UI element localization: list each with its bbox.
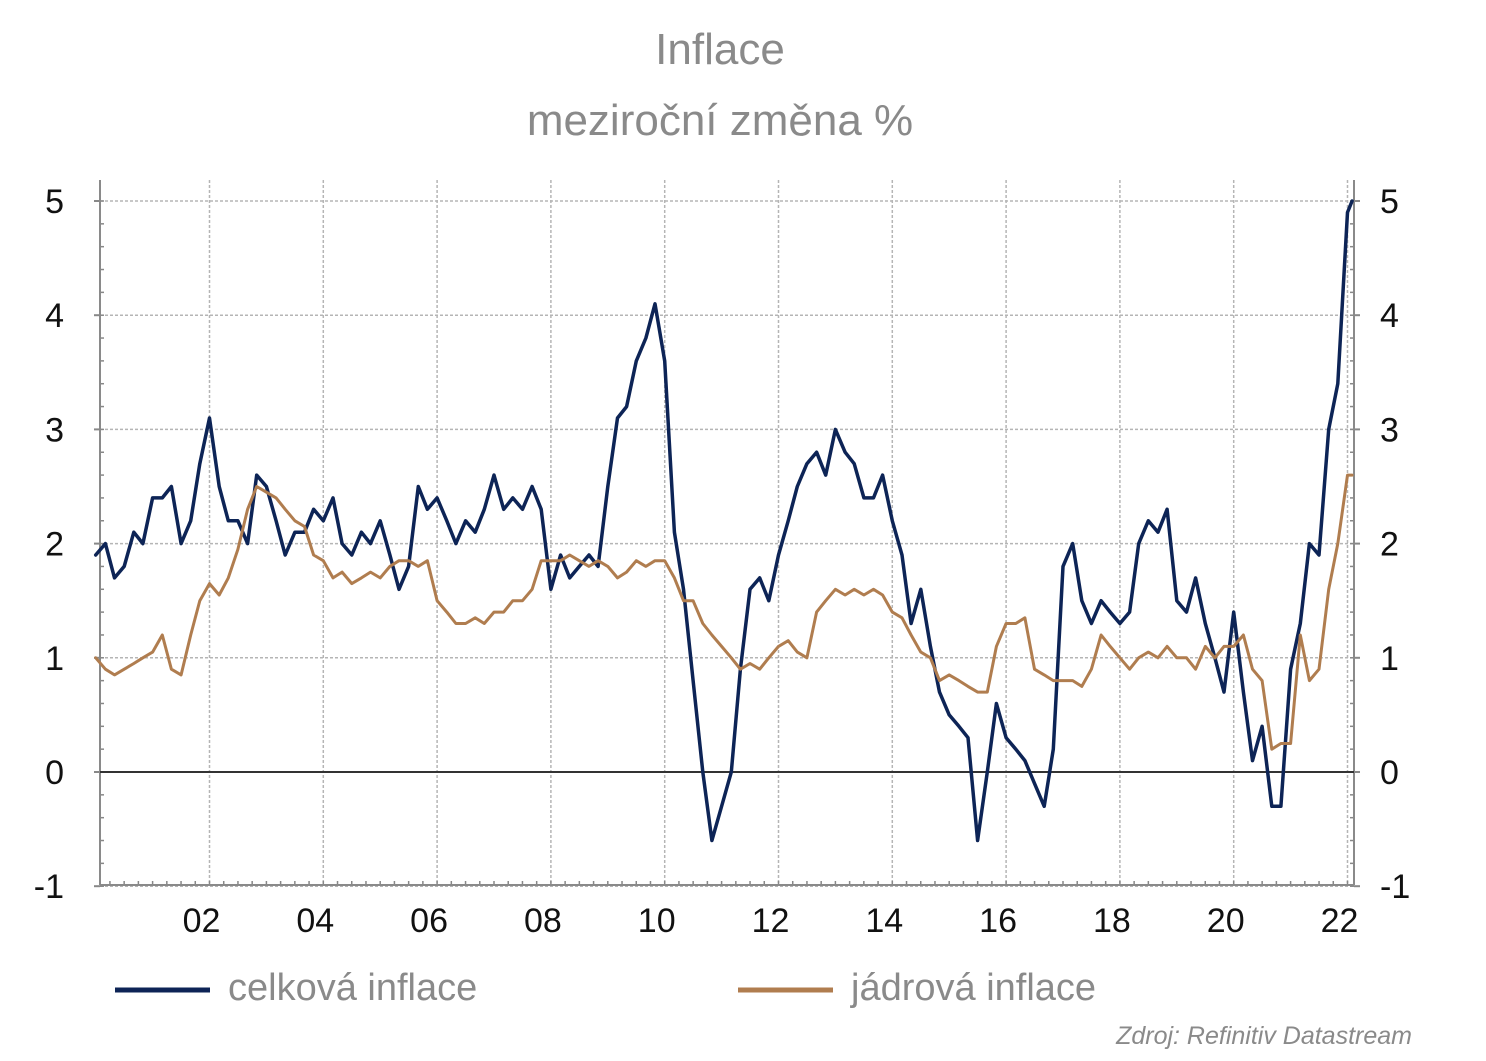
legend-label-jadrova: jádrová inflace	[850, 967, 1096, 1009]
y-tick-label-left: 0	[45, 754, 64, 792]
y-tick-label-right: -1	[1380, 868, 1410, 906]
chart-subtitle: meziroční změna %	[527, 96, 913, 145]
series-line-celkova	[93, 199, 1354, 843]
y-tick-label-left: 1	[45, 640, 64, 678]
y-tick-label-right: 1	[1380, 640, 1399, 678]
chart-title: Inflace	[655, 25, 785, 74]
legend-label-celkova: celková inflace	[228, 967, 477, 1009]
gridlines	[100, 180, 1354, 887]
x-tick-label: 08	[524, 902, 562, 940]
y-tick-label-left: 3	[45, 411, 64, 449]
x-tick-label: 04	[296, 902, 334, 940]
y-tick-label-right: 4	[1380, 297, 1399, 335]
source-note: Zdroj: Refinitiv Datastream	[1115, 1022, 1412, 1050]
x-tick-label: 22	[1321, 902, 1359, 940]
x-tick-label: 10	[638, 902, 676, 940]
tick-labels: -1 -10 01 12 23 34 45 502 04 06 08 10 12 14 16 18 20 22	[34, 183, 1410, 940]
x-tick-label: 18	[1093, 902, 1131, 940]
x-tick-label: 16	[979, 902, 1017, 940]
y-tick-label-left: 2	[45, 526, 64, 564]
x-tick-label: 14	[865, 902, 903, 940]
y-tick-label-right: 5	[1380, 183, 1399, 221]
series-line-jadrova	[94, 473, 1354, 751]
y-tick-label-right: 2	[1380, 526, 1399, 564]
x-tick-label: 02	[183, 902, 221, 940]
y-tick-label-left: 5	[45, 183, 64, 221]
legend: celková inflace jádrová inflace	[115, 967, 1096, 1009]
series-lines	[93, 199, 1354, 843]
y-tick-label-left: 4	[45, 297, 64, 335]
axes	[94, 180, 1360, 888]
x-tick-label: 20	[1207, 902, 1245, 940]
y-tick-label-right: 3	[1380, 411, 1399, 449]
x-tick-label: 12	[752, 902, 790, 940]
x-tick-label: 06	[410, 902, 448, 940]
y-tick-label-right: 0	[1380, 754, 1399, 792]
y-tick-label-left: -1	[34, 868, 64, 906]
